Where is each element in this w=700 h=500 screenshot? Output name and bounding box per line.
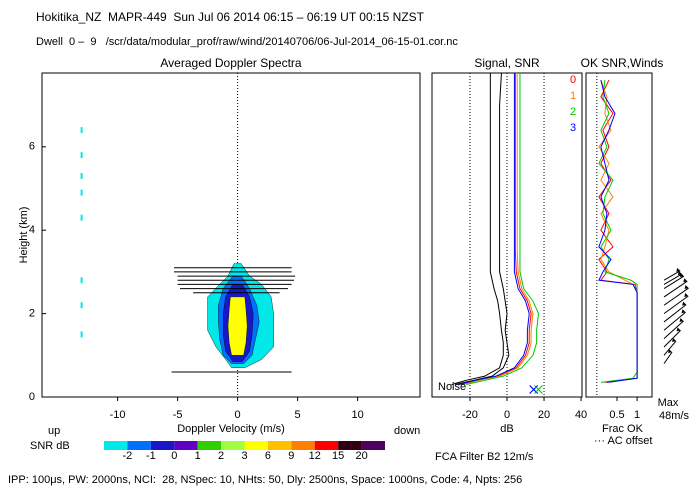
colorbar-tick-label: 2 xyxy=(218,450,224,462)
y-tick-label: 6 xyxy=(29,141,35,153)
colorbar-swatch xyxy=(291,441,315,450)
x-axis-label: dB xyxy=(500,423,513,435)
colorbar-swatch xyxy=(197,441,222,450)
colorbar-label: SNR dB xyxy=(30,440,70,452)
x-tick-label: 0.5 xyxy=(609,409,624,421)
colorbar-tick-label: 0 xyxy=(171,450,177,462)
header-file: Dwell 0 – 9 /scr/data/modular_prof/raw/w… xyxy=(36,36,458,48)
wind-head xyxy=(683,278,688,283)
legend-entry: 2 xyxy=(570,106,576,118)
down-label: down xyxy=(394,425,420,437)
x-tick-label: 20 xyxy=(538,409,550,421)
profile-line xyxy=(598,79,638,383)
noise-cross xyxy=(534,385,543,394)
legend-entry: 0 xyxy=(570,74,576,86)
wind-vector xyxy=(663,330,681,348)
wind-vector xyxy=(663,273,683,285)
x-tick-label: 0 xyxy=(235,409,241,421)
plot-frame xyxy=(41,72,421,398)
colorbar-swatch xyxy=(267,441,292,450)
panel-title: Signal, SNR xyxy=(474,56,540,70)
x-tick-label: 0 xyxy=(504,409,510,421)
profile-line xyxy=(460,73,532,385)
colorbar-tick-label: 3 xyxy=(241,450,247,462)
y-tick-label: 0 xyxy=(29,391,35,403)
x-tick-label: 40 xyxy=(575,409,587,421)
colorbar-tick-label: -2 xyxy=(123,450,133,462)
colorbar-tick-label: 1 xyxy=(195,450,201,462)
spectral-contour xyxy=(227,296,248,356)
wind-vector xyxy=(663,280,688,298)
footer-params: IPP: 100μs, PW: 2000ns, NCI: 28, NSpec: … xyxy=(8,474,522,486)
noise-label: Noise xyxy=(438,381,466,393)
colorbar-tick-label: 15 xyxy=(332,450,344,462)
y-tick-label: 2 xyxy=(29,308,35,320)
up-label: up xyxy=(48,425,60,437)
wind-vector xyxy=(663,295,689,315)
y-tick-label: 4 xyxy=(29,224,35,236)
wind-vector xyxy=(663,287,689,306)
header-title: Hokitika_NZ MAPR-449 Sun Jul 06 2014 06:… xyxy=(36,10,425,24)
wind-head xyxy=(668,349,673,354)
x-tick-label: -10 xyxy=(110,409,126,421)
colorbar-tick-label: 20 xyxy=(355,450,367,462)
x-tick-label: 1 xyxy=(634,409,640,421)
x-tick-label: -5 xyxy=(173,409,183,421)
colorbar-swatch xyxy=(174,441,198,450)
wind-vector xyxy=(663,340,677,356)
wind-vector xyxy=(663,304,687,323)
colorbar-tick-label: -1 xyxy=(146,450,156,462)
x-tick-label: -20 xyxy=(462,409,478,421)
ac-offset-label: ··· AC offset xyxy=(594,435,652,447)
wind-head xyxy=(676,267,681,272)
profile-line xyxy=(466,73,539,385)
wind-head xyxy=(681,309,686,314)
wind-vector xyxy=(663,320,684,339)
colorbar-swatch xyxy=(361,441,385,450)
wind-head xyxy=(679,318,684,323)
y-axis-label: Height (km) xyxy=(18,207,30,264)
wind-vector xyxy=(663,311,686,331)
profile-line xyxy=(458,73,530,385)
profile-line xyxy=(455,72,510,385)
colorbar-swatch xyxy=(338,441,362,450)
colorbar-swatch xyxy=(314,441,339,450)
plot-frame xyxy=(585,72,653,398)
colorbar-swatch xyxy=(127,441,151,450)
legend-entry: 3 xyxy=(570,122,576,134)
x-axis-label: Frac OK xyxy=(602,423,644,435)
panel-title: OK SNR,Winds xyxy=(581,56,664,70)
wind-head xyxy=(684,292,689,297)
footer-filter: FCA Filter B2 12m/s xyxy=(435,451,534,463)
legend-entry: 1 xyxy=(570,90,576,102)
colorbar-tick-label: 9 xyxy=(288,450,294,462)
colorbar-swatch xyxy=(104,441,128,450)
wind-vector xyxy=(663,275,685,290)
wind-vector xyxy=(663,351,673,364)
colorbar-tick-label: 6 xyxy=(265,450,271,462)
x-tick-label: 5 xyxy=(295,409,301,421)
x-axis-label: Doppler Velocity (m/s) xyxy=(177,423,285,435)
colorbar-swatch xyxy=(221,441,245,450)
max-speed: 48m/s xyxy=(659,410,689,422)
colorbar-tick-label: 12 xyxy=(309,450,321,462)
wind-head xyxy=(672,337,677,342)
wind-vector xyxy=(663,270,681,281)
panel-title: Averaged Doppler Spectra xyxy=(160,56,302,70)
colorbar-swatch xyxy=(150,441,175,450)
wind-head xyxy=(676,327,681,332)
profile-line xyxy=(462,73,534,385)
colorbar-swatch xyxy=(244,441,268,450)
profile-line xyxy=(451,73,504,385)
max-title: Max xyxy=(658,397,679,409)
wind-head xyxy=(684,285,689,290)
wind-head xyxy=(682,301,687,306)
x-tick-label: 10 xyxy=(351,409,363,421)
